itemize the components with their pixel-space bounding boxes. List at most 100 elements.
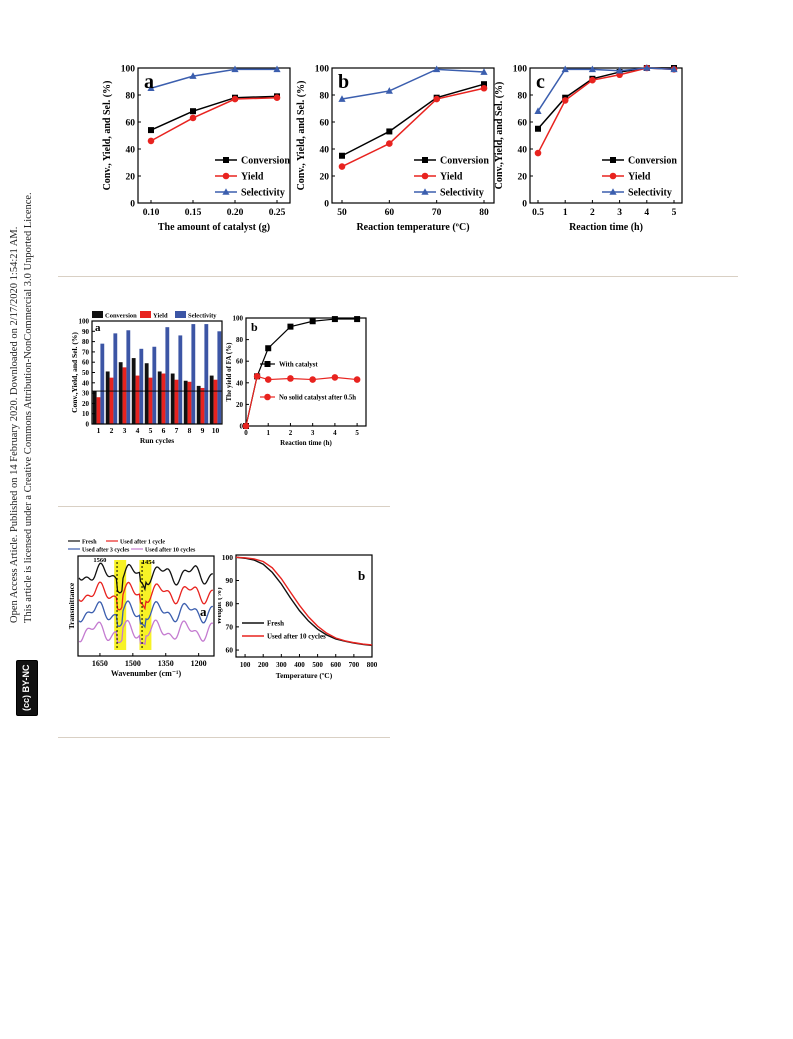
y-tick-label: 60 [126,118,136,128]
legend-marker [222,172,230,180]
legend-marker [422,157,428,163]
legend-label: Selectivity [628,188,672,199]
data-point-conversion [190,108,196,115]
data-point-with-catalyst [265,345,272,352]
x-tick-label: 1 [97,426,101,435]
data-point-selectivity [643,64,651,71]
legend-label: Selectivity [188,313,217,320]
bar-selectivity [191,324,196,424]
series-line-yield [150,96,278,142]
series-line-conversion [341,83,485,157]
x-tick-label: 3 [617,208,622,218]
legend-marker [264,361,271,367]
data-point-selectivity [231,65,239,73]
x-tick-label: 5 [672,208,677,218]
data-point-selectivity [670,65,678,73]
x-tick-label: 100 [240,661,251,669]
x-tick-label: 6 [162,426,166,435]
data-point-conversion [481,81,487,88]
data-point-selectivity [385,87,393,94]
data-point-selectivity [616,66,624,74]
y-tick-label: 80 [320,91,330,101]
x-tick-label: 4 [136,426,140,435]
x-tick-label: 70 [432,208,442,218]
y-axis-label: The yield of FA (%) [226,342,233,402]
y-tick-label: 50 [82,369,90,377]
chart-panel-fig3b: 60 70 80 90 100 100 200 300 400 500 600 700 800 Fresh… [218,553,378,680]
series-line-conversion [150,95,278,131]
x-axis-label: The amount of catalyst (g) [158,222,270,233]
bar-yield [96,397,101,424]
legend-swatch [175,311,186,318]
y-tick-label: 0 [86,420,90,428]
license-notice: This article is licensed under a Creativ… [23,192,34,623]
spectrum-line [78,562,213,594]
panel-label: b [251,320,258,334]
legend-label: Fresh [267,620,284,628]
x-tick-label: 500 [312,661,323,669]
data-point-yield [338,163,346,170]
bar-conversion [105,371,110,424]
license-sidebar: Open Access Article. Published on 14 Feb… [0,0,50,1039]
x-axis-label: Reaction time (h) [569,222,643,233]
y-tick-label: 90 [82,328,90,336]
legend-label: Fresh [82,540,97,546]
y-tick-label: 40 [126,145,136,155]
bar-selectivity [139,348,144,424]
y-tick-label: 0 [130,199,135,209]
x-tick-label: 1 [563,208,568,218]
y-tick-label: 70 [226,622,234,631]
y-tick-label: 60 [82,359,90,367]
x-axis-label: Temperature (ºC) [276,671,333,680]
data-point-with-catalyst [287,323,294,330]
data-point-with-catalyst [354,316,361,323]
x-tick-label: 8 [188,426,192,435]
y-tick-label: 40 [518,145,528,155]
data-point-yield [534,149,542,157]
legend-marker [421,188,429,195]
y-tick-label: 20 [320,172,330,182]
spectrum-line [78,581,214,611]
x-tick-label: 9 [201,426,205,435]
cc-license-badge[interactable]: (cc) BY-NC [16,660,38,716]
legend-label: No solid catalyst after 0.5h [279,395,356,402]
data-point-yield [433,95,440,103]
legend-marker [223,157,229,163]
y-tick-label: 70 [82,348,90,356]
y-tick-label: 40 [320,145,330,155]
open-access-notice: Open Access Article. Published on 14 Feb… [9,226,20,623]
legend-label: Selectivity [440,188,484,199]
y-tick-label: 40 [82,379,90,387]
y-tick-label: 100 [222,553,234,562]
bar-selectivity [100,343,105,424]
x-tick-label: 2 [110,426,114,435]
bar-conversion [118,362,123,424]
bar-conversion [209,375,214,424]
tga-curve [235,556,373,646]
x-tick-label: 1650 [92,659,108,668]
data-point-yield [189,114,197,122]
data-point-with-catalyst [331,316,338,323]
legend-marker [222,188,230,195]
y-tick-label: 80 [226,599,234,608]
bar-selectivity [204,324,209,424]
bar-conversion [183,380,188,424]
panel-label: a [95,322,101,334]
series-line-selectivity [341,68,485,100]
y-tick-label: 0 [324,199,329,209]
plot-frame [529,67,683,204]
y-tick-label: 100 [513,64,528,74]
y-tick-label: 100 [233,314,244,322]
data-point-yield [386,140,393,147]
y-axis-label: Conv.,Yield, and Sel. (%) [70,332,79,413]
x-tick-label: 0.10 [143,208,160,218]
legend-label: Selectivity [241,188,285,199]
bar-selectivity [217,331,222,424]
x-tick-label: 300 [276,661,287,669]
chart-panel-fig1b: 0 20 40 60 80 100 50 60 70 80 Conversion Yield Selec… [296,64,495,233]
chart-panel-fig2a: 0 10 20 30 40 50 60 70 80 90 100 1 2 3 4 5 6 7 8 9 10 Convers… [70,311,223,445]
x-axis-label: Reaction temperature (ºC) [356,222,469,233]
x-tick-label: 0.15 [185,208,202,218]
y-tick-label: 100 [315,64,330,74]
x-axis-label: Reaction time (h) [280,439,332,447]
